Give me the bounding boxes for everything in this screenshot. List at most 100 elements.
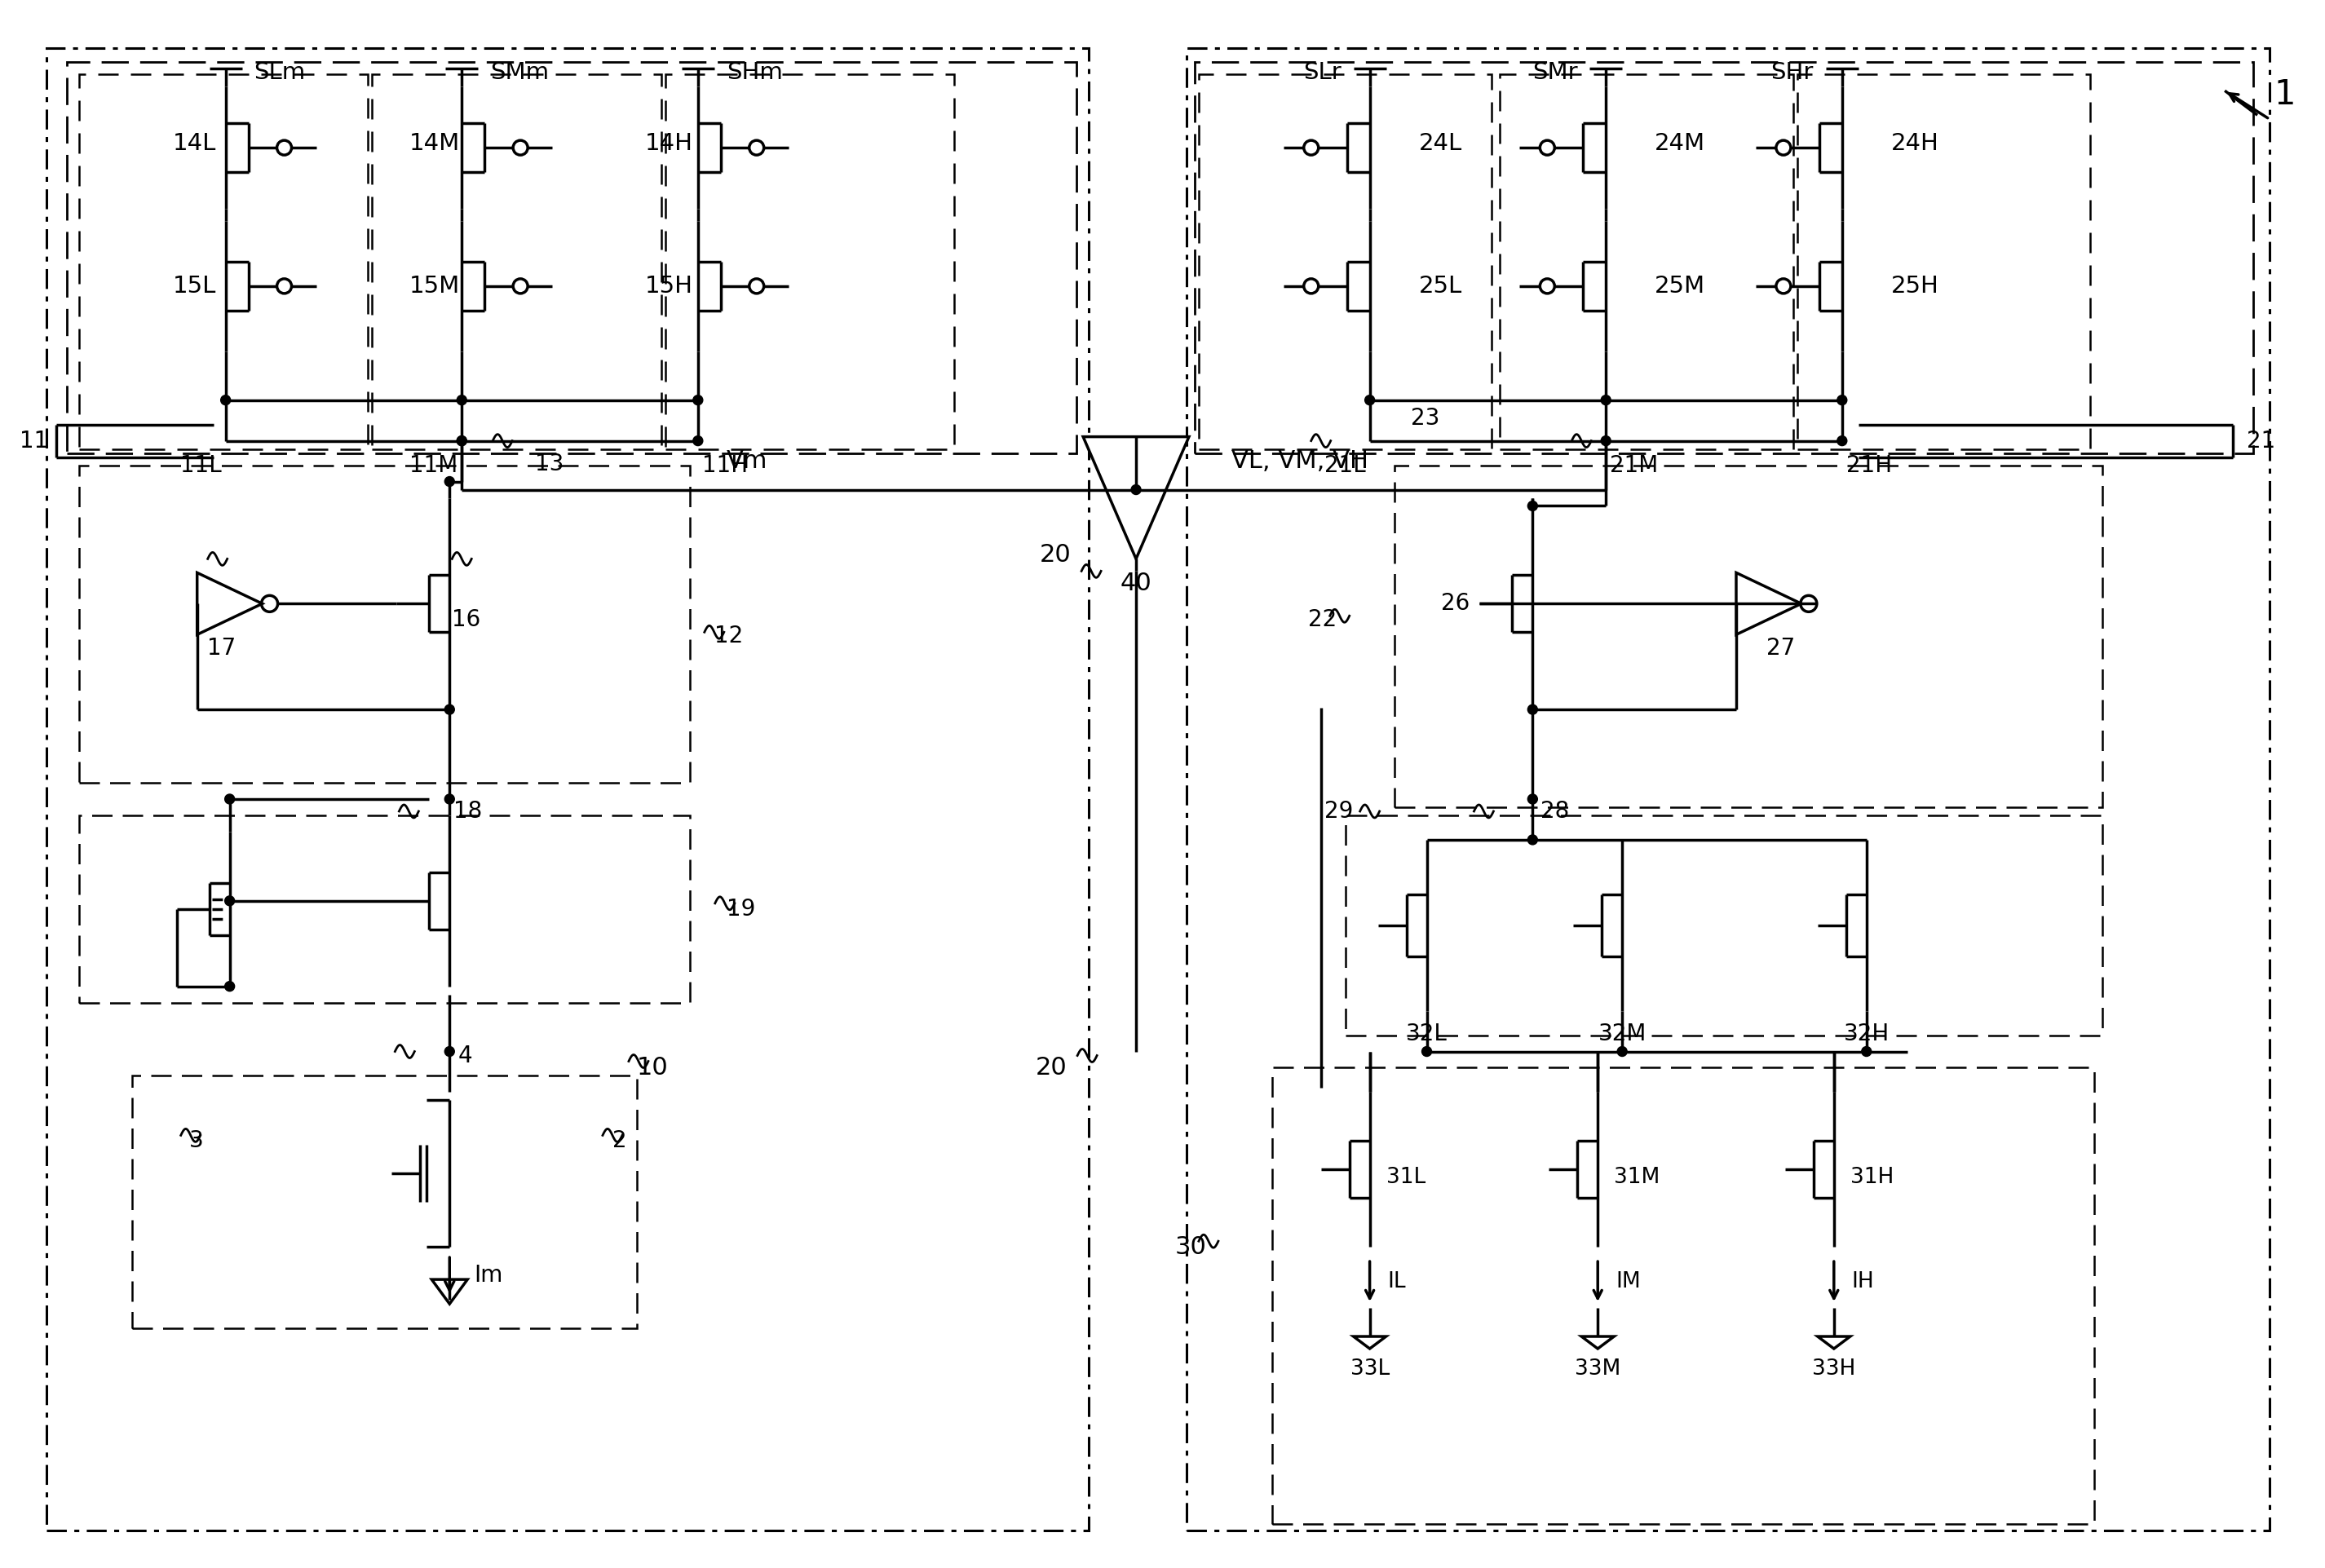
Text: IL: IL <box>1388 1272 1407 1292</box>
Text: 29: 29 <box>1325 800 1353 823</box>
Text: 33M: 33M <box>1574 1358 1621 1380</box>
Text: 11M: 11M <box>409 453 458 477</box>
Text: 15M: 15M <box>409 274 460 298</box>
Polygon shape <box>432 1279 467 1305</box>
Text: 24L: 24L <box>1418 132 1462 155</box>
Circle shape <box>1365 395 1374 405</box>
Bar <box>1346 815 2102 1035</box>
Bar <box>1200 74 1493 448</box>
Polygon shape <box>198 572 263 635</box>
Circle shape <box>1837 395 1846 405</box>
Text: IM: IM <box>1616 1272 1641 1292</box>
Polygon shape <box>1083 437 1188 558</box>
Text: SHm: SHm <box>725 61 784 85</box>
Text: SLr: SLr <box>1302 61 1342 85</box>
Circle shape <box>1528 502 1537 511</box>
Bar <box>665 74 956 448</box>
Text: 13: 13 <box>535 452 565 475</box>
Circle shape <box>1132 485 1142 494</box>
Text: 11H: 11H <box>702 453 749 477</box>
Circle shape <box>693 395 702 405</box>
Text: 14H: 14H <box>644 132 693 155</box>
Text: Im: Im <box>474 1264 502 1287</box>
Circle shape <box>444 477 453 486</box>
Text: 1: 1 <box>2274 78 2295 111</box>
Circle shape <box>444 704 453 715</box>
Text: 24H: 24H <box>1890 132 1939 155</box>
Text: 16: 16 <box>451 608 481 632</box>
Bar <box>1195 63 2253 453</box>
Text: SHr: SHr <box>1772 61 1814 85</box>
Text: 17: 17 <box>207 637 235 660</box>
Text: 14M: 14M <box>409 132 460 155</box>
Circle shape <box>221 395 230 405</box>
Text: 21M: 21M <box>1609 453 1658 477</box>
Polygon shape <box>1818 1336 1851 1348</box>
Text: 21: 21 <box>2246 430 2276 452</box>
Text: 33H: 33H <box>1811 1358 1855 1380</box>
Text: 20: 20 <box>1035 1055 1067 1080</box>
Text: 33L: 33L <box>1351 1358 1390 1380</box>
Text: SMm: SMm <box>491 61 549 85</box>
Text: 22: 22 <box>1309 608 1337 632</box>
Text: Vm: Vm <box>725 450 767 474</box>
Circle shape <box>1528 834 1537 845</box>
Circle shape <box>1602 395 1611 405</box>
Text: 10: 10 <box>637 1055 670 1080</box>
Text: 12: 12 <box>714 624 744 648</box>
Text: 15L: 15L <box>172 274 216 298</box>
Bar <box>1272 1068 2095 1524</box>
Bar <box>1500 74 1793 448</box>
Bar <box>79 74 367 448</box>
Text: 26: 26 <box>1442 593 1469 615</box>
Circle shape <box>1423 1046 1432 1057</box>
Text: 14L: 14L <box>172 132 216 155</box>
Circle shape <box>1862 1046 1872 1057</box>
Text: 32L: 32L <box>1407 1022 1448 1044</box>
Text: IH: IH <box>1851 1272 1874 1292</box>
Text: 27: 27 <box>1767 637 1795 660</box>
Text: 2: 2 <box>611 1129 628 1152</box>
Text: 3: 3 <box>188 1129 205 1152</box>
Circle shape <box>226 895 235 906</box>
Bar <box>1797 74 2090 448</box>
Circle shape <box>458 395 467 405</box>
Text: 21H: 21H <box>1846 453 1893 477</box>
Polygon shape <box>1581 1336 1614 1348</box>
Circle shape <box>226 982 235 991</box>
Bar <box>1395 466 2102 808</box>
Text: 31H: 31H <box>1851 1167 1895 1189</box>
Text: 30: 30 <box>1174 1236 1207 1259</box>
Polygon shape <box>1353 1336 1386 1348</box>
Circle shape <box>458 436 467 445</box>
Circle shape <box>458 436 467 445</box>
Text: 28: 28 <box>1541 800 1569 823</box>
Text: SLm: SLm <box>253 61 305 85</box>
Circle shape <box>693 436 702 445</box>
Text: 19: 19 <box>725 897 756 920</box>
Text: 15H: 15H <box>644 274 693 298</box>
Text: 25L: 25L <box>1418 274 1462 298</box>
Bar <box>1186 49 2269 1530</box>
Text: 32M: 32M <box>1597 1022 1646 1044</box>
Text: 21L: 21L <box>1325 453 1365 477</box>
Text: 11: 11 <box>19 430 49 452</box>
Bar <box>46 49 1088 1530</box>
Text: VL, VM, VH: VL, VM, VH <box>1232 450 1369 474</box>
Text: 23: 23 <box>1411 406 1439 430</box>
Circle shape <box>1528 793 1537 804</box>
Text: 25H: 25H <box>1890 274 1939 298</box>
Text: 32H: 32H <box>1844 1022 1890 1044</box>
Text: 11L: 11L <box>179 453 221 477</box>
Circle shape <box>1618 1046 1627 1057</box>
Circle shape <box>1837 436 1846 445</box>
Text: 25M: 25M <box>1655 274 1707 298</box>
Bar <box>372 74 660 448</box>
Text: 31L: 31L <box>1386 1167 1425 1189</box>
Text: 4: 4 <box>458 1044 472 1066</box>
Circle shape <box>444 1046 453 1057</box>
Bar <box>79 815 691 1002</box>
Text: 40: 40 <box>1121 571 1151 596</box>
Text: 20: 20 <box>1039 543 1072 566</box>
Text: SMr: SMr <box>1532 61 1576 85</box>
